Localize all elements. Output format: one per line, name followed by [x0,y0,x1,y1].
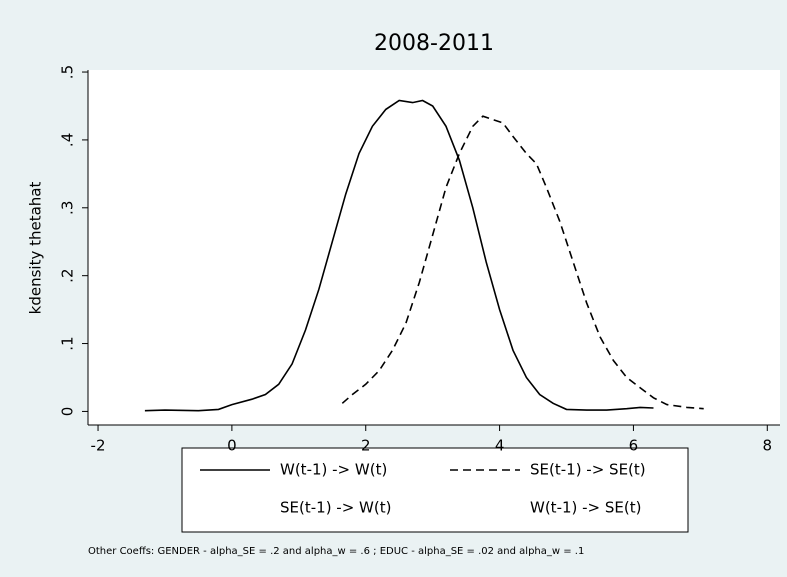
x-tick-label: 2 [361,437,371,455]
y-tick-label: .2 [59,269,77,283]
density-line [144,99,654,412]
x-tick-label: 6 [629,437,639,455]
legend-label: W(t-1) -> SE(t) [530,499,641,517]
x-tick-label: -2 [91,437,106,455]
legend-box [181,447,689,533]
y-axis-title: kdensity thetahat [27,182,45,315]
footnote: Other Coeffs: GENDER - alpha_SE = .2 and… [88,546,584,557]
y-tick-label: .4 [59,133,77,147]
plot-area [88,70,780,425]
legend-label: SE(t-1) -> W(t) [280,499,391,517]
x-tick-label: 0 [227,437,237,455]
y-tick-label: .5 [59,65,77,79]
x-tick-label: 8 [763,437,773,455]
y-tick-label: 0 [59,407,77,417]
y-tick-label: .1 [59,336,77,350]
chart-title: 2008-2011 [374,31,494,56]
legend-label: W(t-1) -> W(t) [280,461,387,479]
density-line [341,115,704,410]
y-tick-label: .3 [59,201,77,215]
x-tick-label: 4 [495,437,505,455]
legend-label: SE(t-1) -> SE(t) [530,461,646,479]
